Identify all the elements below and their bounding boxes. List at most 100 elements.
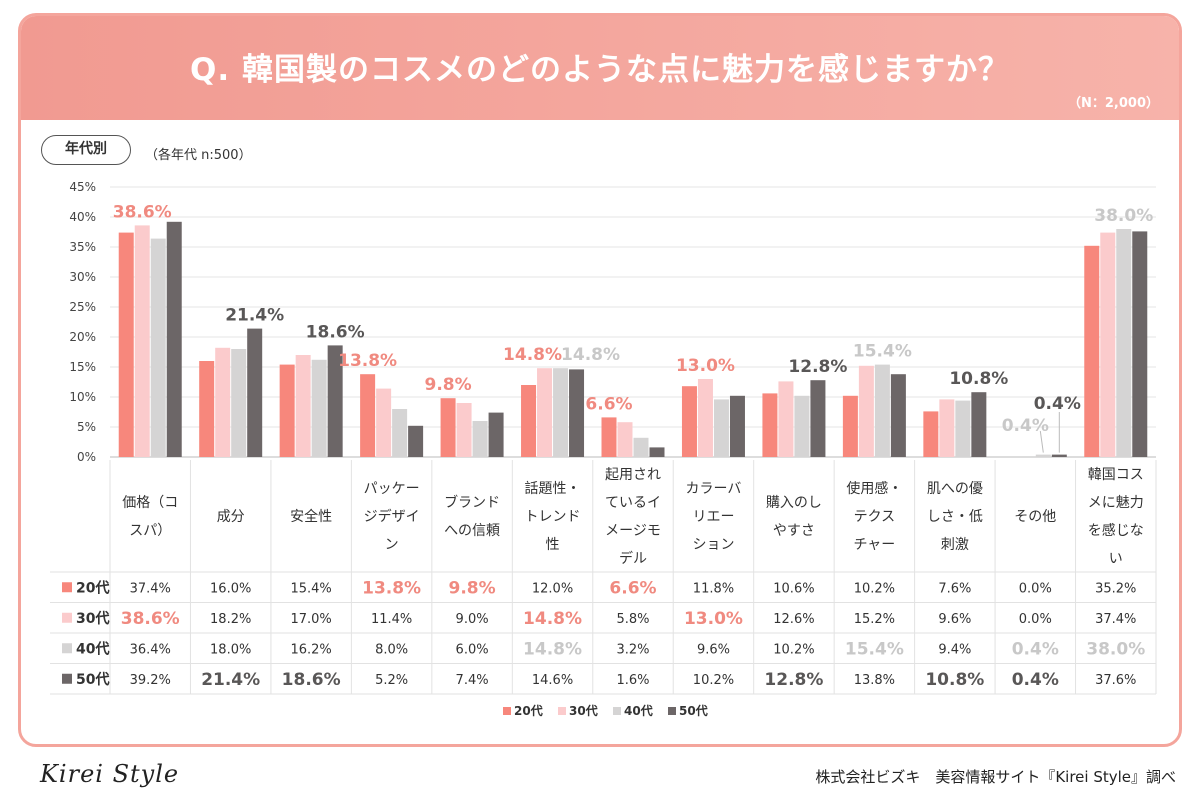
bar [649,447,665,457]
category-label: 起用され [605,467,661,483]
data-label-highlight: 0.4% [1002,416,1049,436]
category-label: トレンド [525,509,581,525]
legend-swatch [668,707,676,715]
row-legend-label: 30代 [76,610,109,627]
bar [311,359,327,457]
table-cell-value: 0.0% [1019,581,1052,596]
category-label: テクス [854,509,896,525]
bar [376,388,392,457]
table-cell-value: 3.2% [616,642,649,657]
table-cell-value: 10.2% [693,673,734,688]
table-cell-value: 7.6% [938,581,971,596]
bar [537,368,553,457]
data-label-highlight: 18.6% [306,322,365,342]
table-cell-value: 15.4% [845,639,904,659]
data-label-highlight: 13.0% [676,356,735,376]
data-label-highlight: 21.4% [225,306,284,326]
category-label: ション [692,537,734,553]
kirei-style-logo: Kirei Style [40,760,180,788]
bar [842,395,858,457]
table-cell-value: 37.4% [1095,612,1136,627]
table-cell-value: 21.4% [201,670,260,690]
y-tick-label: 5% [77,420,96,434]
category-label: ン [385,537,399,553]
table-cell-value: 11.4% [371,612,412,627]
category-label: 成分 [217,509,245,525]
table-cell-value: 12.6% [773,612,814,627]
bar [392,409,408,457]
row-legend-swatch [62,582,72,593]
bar [456,403,472,457]
table-cell-value: 39.2% [130,673,171,688]
category-label: カラーバ [686,481,742,497]
bar [279,364,295,457]
bar [215,347,231,457]
y-tick-label: 0% [77,450,96,464]
data-label-highlight: 12.8% [788,357,847,377]
bar [231,349,247,457]
category-label: メージモ [605,523,661,539]
table-cell-value: 9.6% [938,612,971,627]
bar [521,385,537,457]
data-label-highlight: 6.6% [585,394,632,414]
table-cell-value: 7.4% [456,673,489,688]
table-cell-value: 6.0% [456,642,489,657]
category-label: しさ・低 [927,509,983,525]
table-cell-value: 11.8% [693,581,734,596]
y-tick-label: 10% [69,390,96,404]
table-cell-value: 14.8% [523,609,582,629]
bar [810,380,826,457]
category-label: ているイ [605,495,661,511]
table-cell-value: 12.0% [532,581,573,596]
bar [794,395,810,457]
table-cell-value: 16.2% [290,642,331,657]
y-tick-label: 35% [69,240,96,254]
category-label: 価格（コ [122,495,178,511]
category-label: 使用感・ [846,480,902,497]
table-cell-value: 17.0% [290,612,331,627]
table-cell-value: 13.8% [362,578,421,598]
category-label: 話題性・ [525,480,581,497]
bar [360,374,376,457]
bar [697,379,713,457]
category-label: メに魅力 [1088,495,1144,511]
table-cell-value: 13.8% [854,673,895,688]
category-label: ブランド [444,494,500,511]
bar [971,392,987,457]
bar [569,369,585,457]
table-cell-value: 0.4% [1012,639,1059,659]
bar [955,400,971,457]
table-cell-value: 38.6% [121,609,180,629]
data-label-highlight: 10.8% [949,369,1008,389]
bar [939,399,955,457]
table-cell-value: 16.0% [210,581,251,596]
segment-pill: 年代別 [41,135,131,165]
table-cell-value: 14.8% [523,639,582,659]
table-cell-value: 5.8% [616,612,649,627]
bar [166,221,182,457]
bar [1132,231,1148,457]
table-cell-value: 0.0% [1019,612,1052,627]
table-cell-value: 10.2% [854,581,895,596]
row-legend-label: 20代 [76,579,109,596]
y-tick-label: 15% [69,360,96,374]
bar [247,328,263,457]
category-label: デル [619,550,647,567]
segment-note: （各年代 n:500） [145,148,252,163]
category-label: 肌への優 [927,481,983,497]
bar [778,381,794,457]
data-label-highlight: 9.8% [424,375,471,395]
bar [1051,454,1067,457]
bar [553,368,569,457]
row-legend-label: 50代 [76,671,109,688]
chart-title: Q. 韓国製のコスメのどのような点に魅力を感じますか？ [190,52,1010,88]
table-cell-value: 9.6% [697,642,730,657]
category-label: チャー [853,537,895,553]
bar [134,225,150,457]
table-cell-value: 15.2% [854,612,895,627]
bar [472,421,488,457]
legend-swatch [503,707,511,715]
table-cell-value: 10.8% [925,670,984,690]
category-label: やすさ [773,523,815,539]
bar [601,417,617,457]
